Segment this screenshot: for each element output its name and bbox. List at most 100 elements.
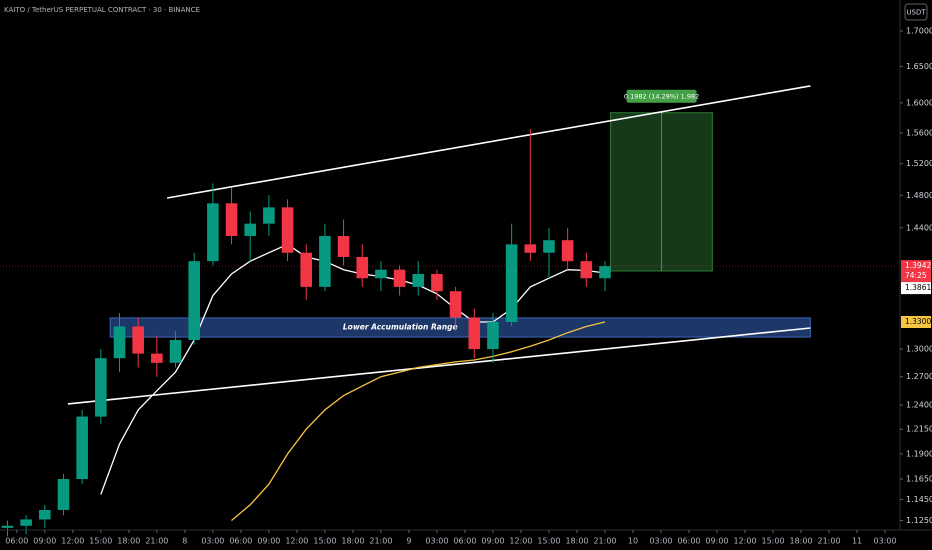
currency-box: [904, 3, 928, 21]
x-tick-label: 09:00: [257, 537, 280, 546]
candle-body: [151, 353, 163, 363]
y-tick-label: 1.3000: [906, 345, 932, 354]
currency: USDT: [906, 9, 926, 17]
plot: [1, 129, 611, 537]
x-tick-label: 03:00: [874, 537, 897, 546]
candle-body: [524, 244, 537, 253]
candle-body: [449, 291, 462, 318]
y-tick-label: 1.1650: [906, 475, 932, 484]
candle-body: [487, 321, 499, 350]
indicator-line: [231, 321, 606, 521]
price-tag: [901, 315, 931, 328]
y-tick-label: 1.5200: [906, 159, 932, 168]
y-tick-label: 1.5600: [906, 128, 932, 137]
x-tick-label: 09:00: [481, 537, 504, 546]
candle-body: [468, 317, 481, 350]
y-tick-label: 1.6000: [906, 98, 932, 107]
candle-body: [132, 326, 144, 354]
x-tick-label: 10: [628, 537, 638, 546]
candle-body: [244, 223, 256, 237]
x-tick-label: 06:00: [229, 537, 252, 546]
candle-body: [39, 509, 51, 520]
x-tick-label: 12:00: [61, 537, 84, 546]
candle-body: [599, 266, 611, 279]
y-tick-label: 1.7000: [906, 26, 932, 35]
last-price-tag: [901, 260, 931, 283]
x-tick-label: 06:00: [5, 537, 28, 546]
x-tick-label: 18:00: [341, 537, 364, 546]
candle-body: [356, 256, 369, 279]
candle-body: [431, 273, 443, 292]
price-tag-label: 1.3861: [905, 283, 931, 292]
candle-body: [113, 326, 126, 359]
y-tick-label: 1.1900: [906, 449, 932, 458]
x-tick-label: 09:00: [33, 537, 56, 546]
x-tick-label: 12:00: [733, 537, 756, 546]
x-tick-label: 12:00: [509, 537, 532, 546]
candle-body: [1, 525, 14, 528]
trendline: [166, 85, 811, 199]
x-tick-label: 18:00: [565, 537, 588, 546]
x-tick-label: 06:00: [453, 537, 476, 546]
y-tick-label: 1.2700: [906, 372, 932, 381]
countdown: 74:25: [905, 271, 927, 280]
candle-body: [393, 269, 406, 287]
x-tick-label: 18:00: [117, 537, 140, 546]
candle-body: [505, 244, 518, 322]
candle-body: [580, 261, 593, 279]
x-tick-label: 8: [182, 537, 187, 546]
last-price-label: 1.3942: [905, 261, 931, 270]
candle-body: [20, 519, 32, 526]
indicator-line: [100, 243, 606, 495]
y-tick-label: 1.1250: [906, 516, 932, 525]
price-tag: [901, 282, 931, 295]
y-tick-label: 1.1450: [906, 495, 932, 504]
x-tick-label: 15:00: [537, 537, 560, 546]
candle-body: [207, 203, 219, 262]
x-tick-label: 03:00: [425, 537, 448, 546]
candle-body: [263, 207, 275, 224]
x-tick-label: 12:00: [285, 537, 308, 546]
x-tick-label: 15:00: [313, 537, 336, 546]
y-tick-label: 1.4800: [906, 191, 932, 200]
candle-body: [337, 236, 350, 257]
candle-body: [188, 261, 200, 340]
x-tick-label: 21:00: [593, 537, 616, 546]
x-tick-label: 21:00: [369, 537, 392, 546]
candle-body: [76, 416, 88, 480]
y-tick-label: 1.6500: [906, 62, 932, 71]
y-tick-label: 1.4400: [906, 223, 932, 232]
candle-body: [412, 273, 425, 287]
zone-label: Lower Accumulation Range: [343, 322, 458, 331]
candle-body: [225, 203, 238, 237]
y-tick-label: 1.2150: [906, 425, 932, 434]
x-tick-label: 06:00: [677, 537, 700, 546]
x-tick-label: 03:00: [649, 537, 672, 546]
x-tick-label: 09:00: [705, 537, 728, 546]
x-tick-label: 15:00: [761, 537, 784, 546]
x-tick-label: 15:00: [89, 537, 112, 546]
x-tick-label: 11: [852, 537, 862, 546]
position-label-bg: [626, 89, 697, 103]
x-tick-label: 21:00: [818, 537, 841, 546]
x-tick-label: 03:00: [201, 537, 224, 546]
candle-body: [561, 240, 574, 262]
candle-body: [375, 269, 387, 279]
trendline: [67, 327, 811, 405]
candle-body: [281, 207, 294, 253]
candle-body: [300, 252, 313, 287]
candle-body: [95, 358, 107, 417]
chart-title: KAITO / TetherUS PERPETUAL CONTRACT · 30…: [4, 6, 200, 14]
annotations: Lower Accumulation Range 0.1982 (14.29%) …: [0, 85, 900, 405]
candle-body: [57, 479, 70, 510]
accumulation-zone: [109, 317, 811, 338]
candle-body: [543, 240, 555, 253]
x-tick-label: 21:00: [145, 537, 168, 546]
position-label: 0.1982 (14.29%) 1,982: [624, 92, 699, 100]
price-tag-label: 1.3300: [905, 317, 931, 326]
x-tick-label: 18:00: [790, 537, 813, 546]
